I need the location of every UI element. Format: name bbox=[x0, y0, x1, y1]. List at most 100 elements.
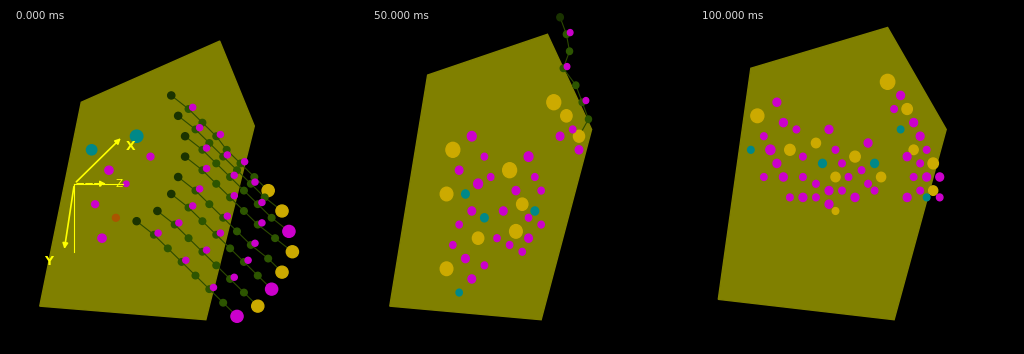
Circle shape bbox=[766, 145, 775, 155]
Circle shape bbox=[929, 186, 938, 195]
Circle shape bbox=[252, 240, 258, 246]
Circle shape bbox=[839, 187, 845, 194]
Circle shape bbox=[98, 234, 106, 242]
Circle shape bbox=[241, 187, 247, 194]
Circle shape bbox=[241, 289, 247, 296]
Circle shape bbox=[799, 193, 807, 201]
Circle shape bbox=[773, 159, 780, 167]
Circle shape bbox=[916, 160, 924, 167]
Circle shape bbox=[217, 132, 223, 137]
Circle shape bbox=[223, 147, 230, 153]
Circle shape bbox=[800, 153, 806, 160]
Circle shape bbox=[467, 131, 476, 141]
Circle shape bbox=[818, 159, 826, 167]
Circle shape bbox=[130, 130, 143, 142]
Circle shape bbox=[133, 218, 140, 225]
Circle shape bbox=[242, 159, 248, 165]
Circle shape bbox=[204, 247, 210, 253]
Circle shape bbox=[468, 275, 475, 283]
Circle shape bbox=[193, 187, 199, 194]
Circle shape bbox=[182, 257, 188, 263]
Circle shape bbox=[924, 147, 930, 153]
Circle shape bbox=[468, 207, 475, 215]
Circle shape bbox=[185, 235, 191, 241]
Circle shape bbox=[586, 116, 592, 122]
Circle shape bbox=[189, 104, 196, 110]
Circle shape bbox=[440, 187, 453, 201]
Circle shape bbox=[174, 112, 182, 119]
Circle shape bbox=[248, 242, 254, 248]
Circle shape bbox=[916, 132, 924, 140]
Circle shape bbox=[566, 48, 572, 55]
Circle shape bbox=[204, 145, 210, 151]
Circle shape bbox=[575, 146, 583, 154]
Circle shape bbox=[833, 207, 839, 215]
Circle shape bbox=[903, 153, 911, 161]
Text: X: X bbox=[126, 139, 136, 153]
Circle shape bbox=[238, 160, 244, 167]
Circle shape bbox=[248, 181, 254, 187]
Circle shape bbox=[241, 208, 247, 214]
Circle shape bbox=[512, 187, 520, 195]
Circle shape bbox=[231, 172, 238, 178]
Text: 50.000 ms: 50.000 ms bbox=[374, 11, 429, 21]
Circle shape bbox=[213, 160, 219, 167]
Polygon shape bbox=[390, 34, 592, 320]
Circle shape bbox=[224, 152, 230, 158]
Circle shape bbox=[903, 193, 911, 201]
Circle shape bbox=[830, 172, 840, 182]
Circle shape bbox=[748, 147, 754, 153]
Circle shape bbox=[858, 167, 865, 173]
Circle shape bbox=[168, 190, 175, 198]
Circle shape bbox=[254, 221, 261, 228]
Circle shape bbox=[584, 98, 589, 103]
Circle shape bbox=[850, 151, 860, 162]
Circle shape bbox=[199, 218, 206, 224]
Circle shape bbox=[261, 194, 268, 201]
Circle shape bbox=[226, 194, 233, 201]
Circle shape bbox=[519, 249, 525, 255]
Circle shape bbox=[811, 138, 820, 148]
Circle shape bbox=[206, 286, 213, 292]
Text: Y: Y bbox=[45, 255, 53, 268]
Circle shape bbox=[794, 126, 800, 133]
Circle shape bbox=[516, 198, 528, 210]
Circle shape bbox=[113, 215, 120, 221]
Circle shape bbox=[481, 153, 487, 160]
Circle shape bbox=[197, 125, 203, 131]
Circle shape bbox=[456, 221, 462, 228]
Circle shape bbox=[487, 173, 494, 181]
Circle shape bbox=[503, 163, 516, 178]
Circle shape bbox=[233, 228, 241, 235]
Circle shape bbox=[224, 213, 230, 219]
Circle shape bbox=[456, 289, 462, 296]
Circle shape bbox=[185, 106, 191, 112]
Circle shape bbox=[524, 152, 532, 161]
Circle shape bbox=[275, 266, 288, 278]
Circle shape bbox=[104, 166, 113, 174]
Circle shape bbox=[254, 201, 261, 207]
Circle shape bbox=[865, 181, 871, 187]
Circle shape bbox=[561, 110, 572, 122]
Circle shape bbox=[923, 173, 931, 181]
Circle shape bbox=[567, 30, 573, 35]
Circle shape bbox=[556, 132, 564, 140]
Circle shape bbox=[507, 241, 513, 249]
Circle shape bbox=[265, 283, 278, 295]
Circle shape bbox=[813, 194, 819, 201]
Circle shape bbox=[897, 91, 904, 99]
Circle shape bbox=[761, 173, 767, 181]
Circle shape bbox=[206, 201, 213, 207]
Circle shape bbox=[800, 173, 806, 181]
Circle shape bbox=[472, 232, 483, 244]
Circle shape bbox=[217, 230, 223, 236]
Circle shape bbox=[231, 310, 243, 322]
Circle shape bbox=[825, 125, 833, 133]
Circle shape bbox=[909, 145, 919, 155]
Circle shape bbox=[226, 276, 233, 282]
Circle shape bbox=[761, 133, 767, 139]
Text: 0.000 ms: 0.000 ms bbox=[15, 11, 63, 21]
Circle shape bbox=[494, 235, 500, 241]
Circle shape bbox=[178, 259, 185, 265]
Circle shape bbox=[825, 187, 833, 195]
